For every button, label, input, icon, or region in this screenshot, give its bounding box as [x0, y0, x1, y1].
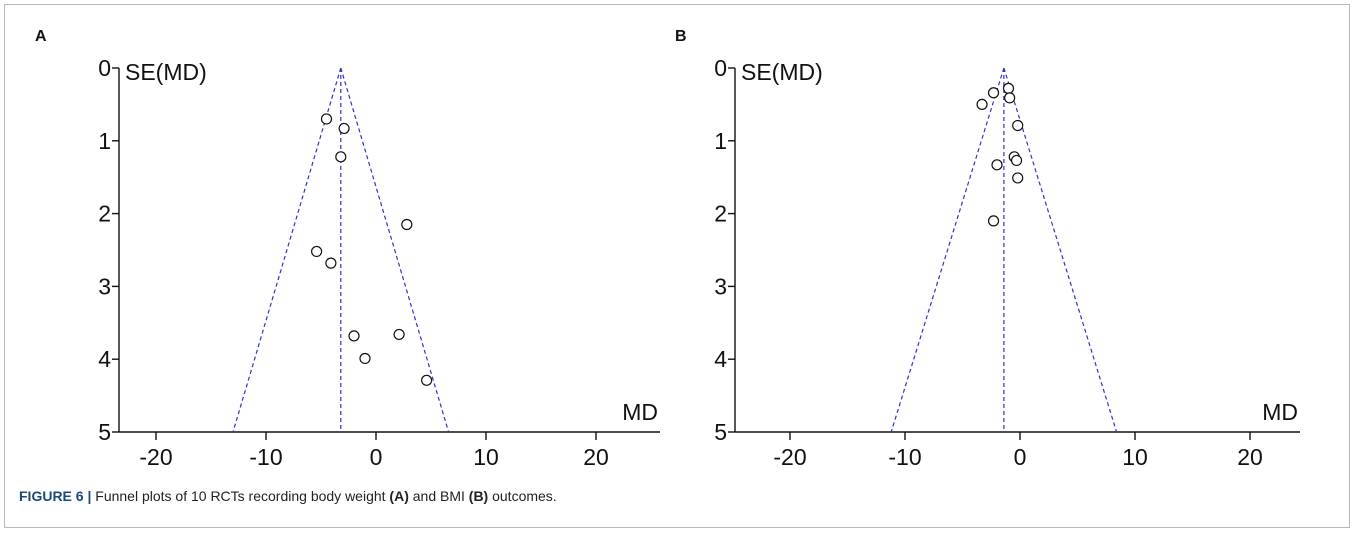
study-point — [987, 215, 1000, 227]
figure-caption: FIGURE 6 | Funnel plots of 10 RCTs recor… — [19, 488, 557, 504]
study-point — [320, 113, 333, 125]
study-point — [401, 218, 413, 231]
figure-frame — [4, 4, 1350, 528]
y-tick-label: 4 — [714, 346, 727, 372]
x-tick-label: -10 — [888, 444, 921, 470]
study-point — [335, 151, 347, 163]
x-tick-label: -10 — [249, 444, 282, 470]
y-tick-label: 5 — [98, 419, 111, 445]
y-tick-label: 1 — [98, 128, 111, 154]
study-point — [991, 159, 1003, 171]
study-point — [987, 87, 1000, 99]
y-tick-label: 0 — [98, 55, 111, 81]
study-point — [1010, 154, 1023, 167]
y-tick-label: 4 — [98, 346, 111, 372]
x-tick-label: 0 — [1014, 444, 1027, 470]
study-point — [359, 352, 371, 365]
study-point — [1002, 82, 1015, 94]
study-point — [348, 330, 360, 342]
x-tick-label: 10 — [1122, 444, 1148, 470]
study-point — [338, 122, 350, 135]
funnel-plot-a: A 0 1 2 3 4 5 -20 -10 0 10 20 SE(MD) MD — [0, 0, 675, 478]
y-tick-label: 3 — [714, 273, 727, 299]
x-tick-label: 10 — [473, 444, 499, 470]
x-axis-title: MD — [1262, 399, 1298, 425]
y-axis-title: SE(MD) — [741, 59, 823, 85]
study-point — [1004, 92, 1016, 104]
study-point — [325, 257, 337, 269]
caption-mark-b: (B) — [468, 488, 489, 504]
study-point — [1012, 172, 1024, 184]
funnel-plot-b: B 0 1 2 3 4 5 -20 -10 0 10 20 SE(MD) MD — [675, 0, 1350, 478]
funnel-left-bound — [890, 67, 1005, 433]
funnel-plot-a-canvas: 0 1 2 3 4 5 -20 -10 0 10 20 SE(MD) MD — [98, 55, 660, 470]
funnel-right-bound — [340, 67, 450, 433]
caption-text-1: Funnel plots of 10 RCTs recording body w… — [91, 488, 390, 504]
funnel-left-bound — [232, 67, 342, 433]
panel-label-a: A — [35, 28, 47, 45]
x-tick-label: 20 — [583, 444, 609, 470]
y-tick-label: 0 — [714, 55, 727, 81]
study-point — [976, 98, 988, 111]
study-point — [393, 328, 405, 341]
y-axis-title: SE(MD) — [125, 59, 207, 85]
y-tick-label: 5 — [714, 419, 727, 445]
x-tick-label: 20 — [1237, 444, 1263, 470]
caption-mark-a: (A) — [389, 488, 409, 504]
funnel-right-bound — [1003, 67, 1118, 433]
study-point — [421, 374, 433, 386]
y-tick-label: 1 — [714, 128, 727, 154]
x-tick-label: -20 — [139, 444, 172, 470]
y-tick-label: 2 — [98, 201, 111, 227]
caption-label: FIGURE 6 | — [19, 488, 92, 504]
study-point — [311, 245, 323, 258]
caption-text-3: outcomes. — [488, 488, 557, 504]
study-point — [1012, 119, 1024, 132]
caption-text-2: and BMI — [408, 488, 469, 504]
x-tick-label: 0 — [370, 444, 383, 470]
x-tick-label: -20 — [773, 444, 806, 470]
y-tick-label: 2 — [714, 201, 727, 227]
y-tick-label: 3 — [98, 273, 111, 299]
x-axis-title: MD — [622, 399, 658, 425]
funnel-plot-b-canvas: 0 1 2 3 4 5 -20 -10 0 10 20 SE(MD) MD — [714, 55, 1300, 470]
panel-label-b: B — [675, 28, 687, 45]
